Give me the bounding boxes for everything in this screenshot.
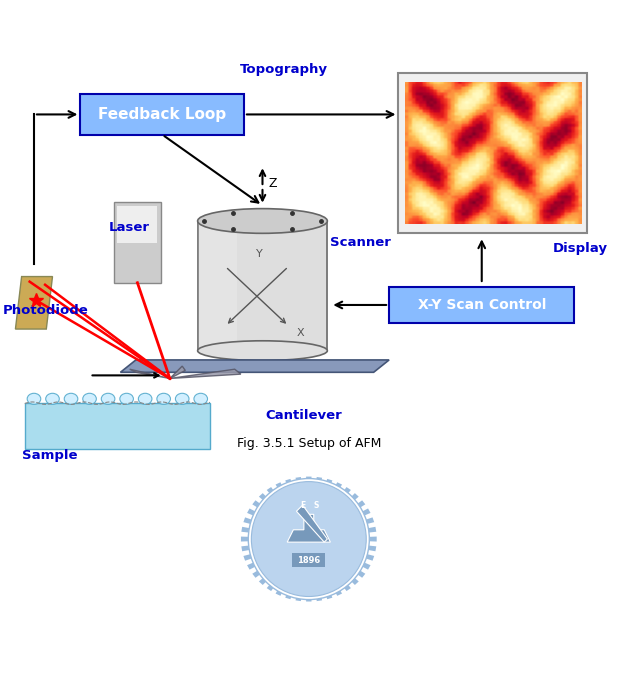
FancyBboxPatch shape [236, 221, 249, 351]
Polygon shape [247, 562, 256, 570]
FancyBboxPatch shape [198, 221, 211, 351]
Polygon shape [253, 570, 262, 578]
Polygon shape [369, 537, 377, 542]
Polygon shape [285, 479, 292, 487]
Polygon shape [259, 493, 268, 502]
Polygon shape [368, 546, 376, 551]
Circle shape [248, 479, 369, 599]
FancyBboxPatch shape [292, 553, 325, 567]
Polygon shape [267, 487, 276, 496]
Text: Scanner: Scanner [330, 236, 391, 249]
Text: Feedback Loop: Feedback Loop [98, 107, 226, 122]
Circle shape [251, 482, 366, 597]
Polygon shape [170, 366, 185, 378]
FancyBboxPatch shape [314, 221, 327, 351]
Polygon shape [361, 508, 371, 516]
Polygon shape [267, 582, 276, 591]
Ellipse shape [194, 393, 208, 404]
Ellipse shape [198, 341, 327, 360]
Ellipse shape [27, 393, 41, 404]
Polygon shape [356, 570, 365, 578]
Text: E: E [300, 501, 305, 510]
Ellipse shape [120, 393, 133, 404]
Text: X: X [297, 328, 304, 338]
Text: Photodiode: Photodiode [3, 304, 89, 317]
Ellipse shape [138, 393, 152, 404]
Ellipse shape [101, 393, 115, 404]
Polygon shape [253, 500, 262, 508]
FancyBboxPatch shape [276, 221, 289, 351]
Polygon shape [170, 369, 241, 378]
Ellipse shape [157, 393, 170, 404]
Polygon shape [325, 479, 332, 487]
FancyBboxPatch shape [118, 207, 157, 243]
Polygon shape [121, 360, 389, 372]
Polygon shape [295, 477, 302, 485]
Polygon shape [295, 593, 302, 601]
FancyBboxPatch shape [398, 73, 587, 234]
Polygon shape [276, 587, 284, 596]
FancyBboxPatch shape [25, 403, 210, 449]
FancyBboxPatch shape [211, 221, 223, 351]
Polygon shape [342, 487, 351, 496]
Text: X-Y Scan Control: X-Y Scan Control [417, 298, 546, 312]
FancyBboxPatch shape [289, 221, 302, 351]
Text: Z: Z [269, 178, 277, 190]
Text: Cantilever: Cantilever [266, 409, 342, 422]
Ellipse shape [175, 393, 189, 404]
Polygon shape [241, 527, 250, 533]
Polygon shape [247, 508, 256, 516]
Ellipse shape [45, 393, 59, 404]
FancyBboxPatch shape [262, 221, 276, 351]
Polygon shape [243, 554, 253, 561]
Polygon shape [365, 517, 374, 524]
Polygon shape [243, 517, 253, 524]
Ellipse shape [83, 393, 96, 404]
Text: Sample: Sample [22, 449, 77, 462]
FancyBboxPatch shape [198, 221, 327, 351]
Polygon shape [306, 477, 312, 484]
Text: 1896: 1896 [297, 555, 320, 564]
Polygon shape [130, 369, 170, 378]
Text: Laser: Laser [109, 220, 150, 234]
Polygon shape [350, 493, 359, 502]
FancyBboxPatch shape [114, 203, 160, 282]
Polygon shape [259, 577, 268, 585]
Text: Display: Display [553, 243, 608, 255]
FancyBboxPatch shape [249, 221, 262, 351]
Polygon shape [356, 500, 365, 508]
Text: Fig. 3.5.1 Setup of AFM: Fig. 3.5.1 Setup of AFM [236, 437, 381, 450]
Polygon shape [334, 587, 342, 596]
Text: S: S [313, 501, 319, 510]
Polygon shape [297, 505, 327, 542]
Polygon shape [306, 594, 312, 601]
FancyBboxPatch shape [302, 221, 314, 351]
Polygon shape [16, 276, 52, 329]
FancyBboxPatch shape [223, 221, 236, 351]
Polygon shape [241, 546, 250, 551]
Ellipse shape [64, 393, 78, 404]
Ellipse shape [198, 209, 327, 234]
Polygon shape [276, 482, 284, 491]
Polygon shape [316, 477, 322, 485]
Polygon shape [241, 537, 249, 542]
Polygon shape [368, 527, 376, 533]
Text: Y: Y [256, 249, 262, 258]
Polygon shape [342, 582, 351, 591]
Polygon shape [316, 593, 322, 601]
Polygon shape [285, 590, 292, 599]
FancyBboxPatch shape [80, 94, 244, 134]
Polygon shape [350, 577, 359, 585]
Text: Topography: Topography [240, 63, 328, 76]
FancyBboxPatch shape [389, 287, 574, 323]
Polygon shape [325, 590, 332, 599]
Polygon shape [334, 482, 342, 491]
Polygon shape [287, 515, 330, 542]
Polygon shape [361, 562, 371, 570]
Polygon shape [365, 554, 374, 561]
